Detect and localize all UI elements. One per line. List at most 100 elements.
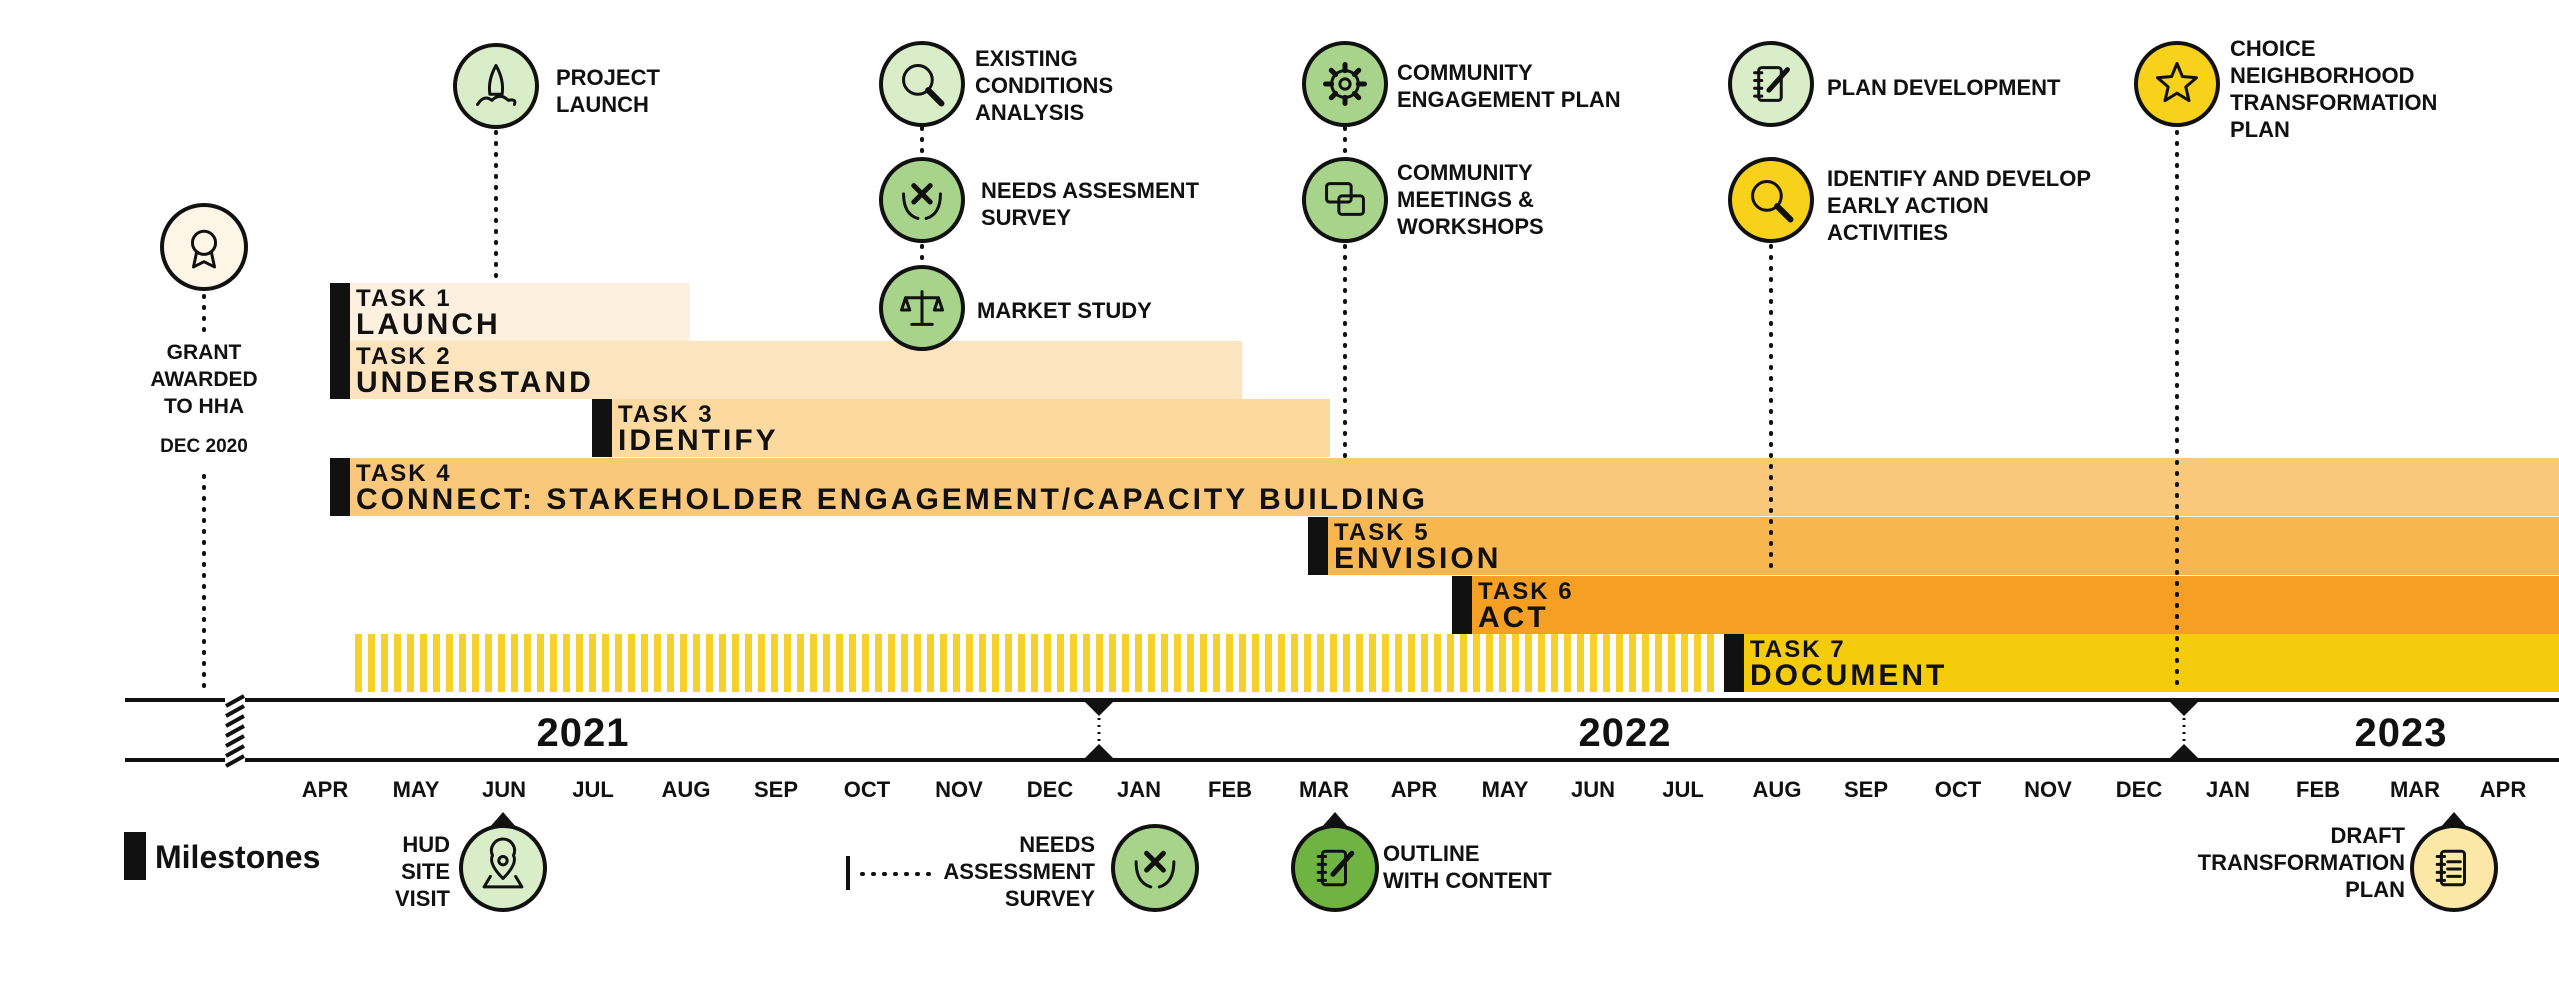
- stripe: [1174, 634, 1181, 692]
- milestone-label: NEEDS: [1019, 832, 1095, 857]
- glyph: [900, 296, 912, 312]
- glyph: [487, 64, 505, 96]
- milestone-pointer: [489, 812, 517, 828]
- month-label: OCT: [844, 777, 891, 802]
- hands-pencil-icon: [1111, 824, 1199, 912]
- magnifier-icon: [1728, 157, 1814, 243]
- notebook-pencil-icon: [1291, 824, 1379, 912]
- glyph: [1328, 67, 1339, 78]
- scales-icon: [879, 265, 965, 351]
- stripe: [797, 634, 804, 692]
- stripe: [1291, 634, 1298, 692]
- event-label: CHOICE: [2230, 36, 2316, 61]
- glyph: [497, 854, 509, 867]
- month-label: OCT: [1935, 777, 1982, 802]
- magnifier-icon: [879, 41, 965, 127]
- event-label: MEETINGS &: [1397, 187, 1534, 212]
- month-label: JAN: [2206, 777, 2250, 802]
- stripe: [459, 634, 466, 692]
- stripe: [1109, 634, 1116, 692]
- milestone-label: WITH CONTENT: [1383, 868, 1552, 893]
- glyph: [1328, 90, 1339, 101]
- stripe: [1148, 634, 1155, 692]
- glyph: [476, 94, 517, 106]
- month-label: MAY: [393, 777, 440, 802]
- task-name: CONNECT: STAKEHOLDER ENGAGEMENT/CAPACITY…: [356, 483, 1428, 516]
- stripe: [849, 634, 856, 692]
- month-label: MAR: [2390, 777, 2440, 802]
- event-4: MARKET STUDY: [879, 265, 1152, 351]
- event-label: WORKSHOPS: [1397, 214, 1544, 239]
- milestone-label: TRANSFORMATION: [2198, 850, 2405, 875]
- stripe: [1018, 634, 1025, 692]
- stripe: [1668, 634, 1675, 692]
- month-label: DEC: [2116, 777, 2163, 802]
- stripe: [1135, 634, 1142, 692]
- task-name: IDENTIFY: [618, 424, 779, 457]
- glyph: [1774, 203, 1794, 223]
- stripe: [1629, 634, 1636, 692]
- legend-marker: [124, 832, 146, 880]
- month-label: SEP: [754, 777, 798, 802]
- year-label: 2023: [2355, 711, 2448, 755]
- stripe: [394, 634, 401, 692]
- glyph: [902, 192, 920, 220]
- star-icon: [2134, 41, 2220, 127]
- award-icon: [160, 203, 248, 291]
- icon-circle: [1302, 157, 1388, 243]
- month-label: JUL: [572, 777, 614, 802]
- month-label: SEP: [1844, 777, 1888, 802]
- glyph: [1320, 849, 1348, 887]
- task-name: UNDERSTAND: [356, 366, 594, 399]
- glyph: [1766, 67, 1790, 93]
- grant-text: TO HHA: [164, 395, 244, 418]
- stripe: [407, 634, 414, 692]
- stripe: [667, 634, 674, 692]
- stripe: [641, 634, 648, 692]
- stripe: [1239, 634, 1246, 692]
- event-7: PLAN DEVELOPMENT: [1728, 41, 2061, 127]
- glyph: [1338, 77, 1352, 91]
- stripe: [771, 634, 778, 692]
- stripe: [1486, 634, 1493, 692]
- stripe: [1083, 634, 1090, 692]
- stripe: [1278, 634, 1285, 692]
- milestone-label: HUD: [402, 832, 450, 857]
- stripe: [914, 634, 921, 692]
- task-bar-fill: [1452, 576, 2559, 634]
- notebook-pencil-icon: [1728, 41, 1814, 127]
- stripe: [1187, 634, 1194, 692]
- stripe: [1122, 634, 1129, 692]
- stripe: [420, 634, 427, 692]
- document-stripes: [355, 634, 1714, 692]
- stripe: [433, 634, 440, 692]
- stripe: [979, 634, 986, 692]
- stripe: [1070, 634, 1077, 692]
- stripe: [1265, 634, 1272, 692]
- stripe: [1499, 634, 1506, 692]
- stripe: [1226, 634, 1233, 692]
- stripe: [1356, 634, 1363, 692]
- year-divider: [2170, 702, 2198, 758]
- grant-awarded: GRANT AWARDED TO HHA DEC 2020: [150, 203, 258, 698]
- month-label: JUN: [482, 777, 526, 802]
- stripe: [1252, 634, 1259, 692]
- hatch-line: [225, 754, 245, 768]
- year-divider: [1085, 702, 1113, 758]
- event-label: EXISTING: [975, 46, 1078, 71]
- stripe: [615, 634, 622, 692]
- stripe: [1460, 634, 1467, 692]
- hands-pencil-icon: [879, 157, 965, 243]
- stripe: [1447, 634, 1454, 692]
- task-start-marker: [330, 341, 350, 399]
- divider-tick-bottom: [1085, 744, 1113, 758]
- stripe: [1213, 634, 1220, 692]
